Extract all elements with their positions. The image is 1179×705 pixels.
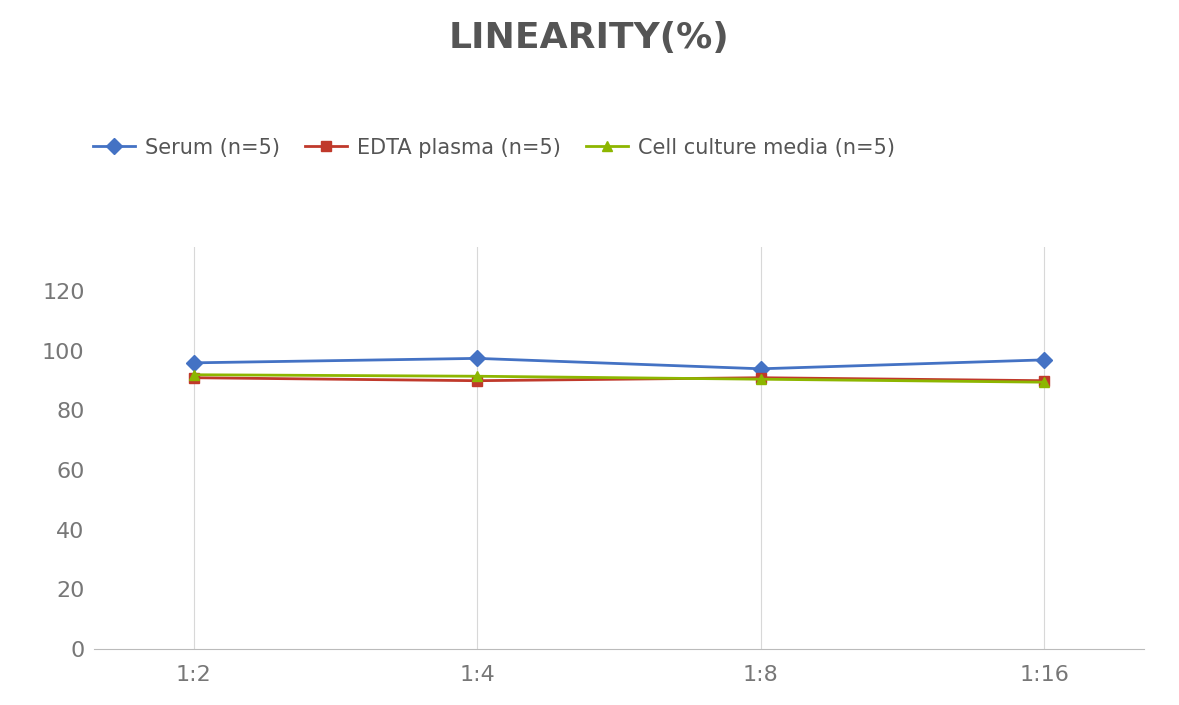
Cell culture media (n=5) — [470, 372, 485, 381]
Line: Cell culture media (n=5): Cell culture media (n=5) — [189, 370, 1049, 387]
Text: LINEARITY(%): LINEARITY(%) — [449, 21, 730, 55]
Serum (n=5) — [1038, 355, 1052, 364]
Cell culture media (n=5) — [186, 371, 200, 379]
Legend: Serum (n=5), EDTA plasma (n=5), Cell culture media (n=5): Serum (n=5), EDTA plasma (n=5), Cell cul… — [93, 137, 895, 158]
Serum (n=5) — [753, 364, 768, 373]
Line: Serum (n=5): Serum (n=5) — [187, 352, 1050, 374]
Cell culture media (n=5) — [1038, 378, 1052, 386]
Line: EDTA plasma (n=5): EDTA plasma (n=5) — [189, 373, 1049, 386]
EDTA plasma (n=5) — [753, 374, 768, 382]
Serum (n=5) — [470, 354, 485, 362]
EDTA plasma (n=5) — [1038, 376, 1052, 385]
Cell culture media (n=5) — [753, 375, 768, 384]
EDTA plasma (n=5) — [186, 374, 200, 382]
Serum (n=5) — [186, 359, 200, 367]
EDTA plasma (n=5) — [470, 376, 485, 385]
